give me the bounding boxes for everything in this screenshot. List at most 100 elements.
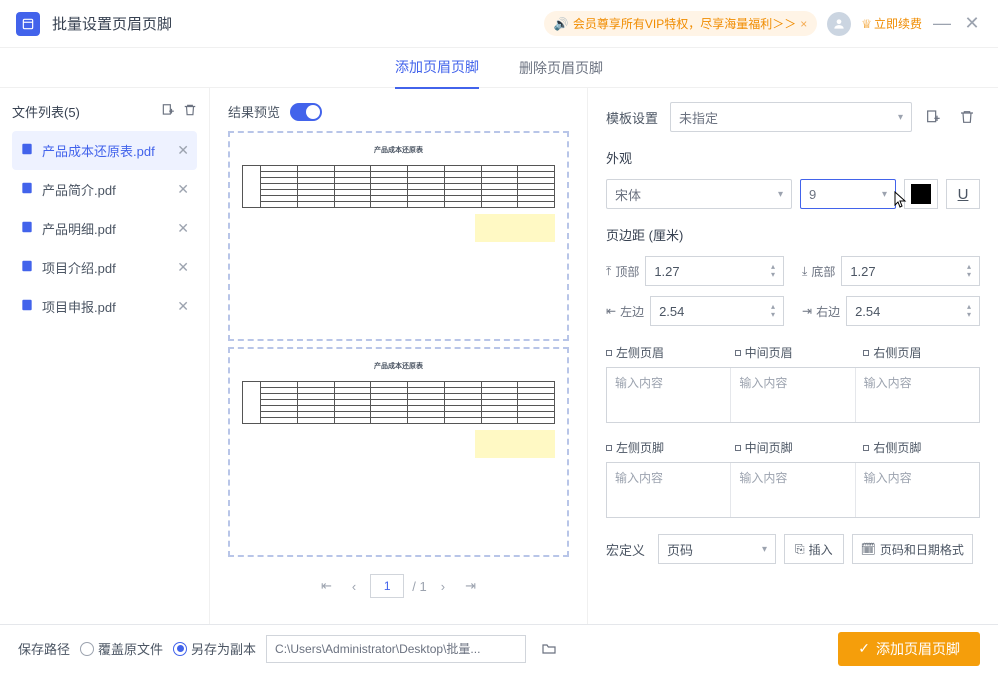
close-button[interactable]: ✕ [962, 13, 982, 34]
file-icon [20, 142, 34, 159]
path-input[interactable]: C:\Users\Administrator\Desktop\批量... [266, 635, 526, 663]
footer-center-label: 中间页脚 [735, 439, 852, 456]
margin-right-input[interactable]: 2.54▴▾ [846, 296, 980, 326]
file-name: 产品成本还原表.pdf [42, 141, 169, 160]
window-title: 批量设置页眉页脚 [52, 13, 172, 34]
template-label: 模板设置 [606, 108, 662, 127]
header-right-input[interactable]: 输入内容 [856, 368, 979, 422]
page-total: / 1 [412, 579, 426, 594]
chevron-down-icon: ▾ [882, 189, 887, 200]
footer-center-input[interactable]: 输入内容 [731, 463, 855, 517]
footer-right-label: 右侧页脚 [863, 439, 980, 456]
renew-button[interactable]: ♕立即续费 [861, 15, 922, 32]
arrow-right-icon: ⇥ [802, 304, 812, 318]
footer-right-input[interactable]: 输入内容 [856, 463, 979, 517]
add-file-icon[interactable] [161, 103, 175, 120]
vip-banner[interactable]: 🔊 会员尊享所有VIP特权，尽享海量福利＞＞ × [544, 11, 817, 36]
browse-folder-icon[interactable] [536, 636, 562, 662]
footer-left-input[interactable]: 输入内容 [607, 463, 731, 517]
header-center-input[interactable]: 输入内容 [731, 368, 855, 422]
overwrite-radio[interactable]: 覆盖原文件 [80, 639, 163, 658]
file-item[interactable]: 产品简介.pdf ✕ [12, 170, 197, 209]
delete-icon[interactable] [183, 103, 197, 120]
speaker-icon: 🔊 [554, 17, 569, 31]
add-header-footer-button[interactable]: ✓添加页眉页脚 [838, 632, 980, 666]
file-item[interactable]: 项目介绍.pdf ✕ [12, 248, 197, 287]
file-name: 项目申报.pdf [42, 297, 169, 316]
file-name: 项目介绍.pdf [42, 258, 169, 277]
file-item[interactable]: 项目申报.pdf ✕ [12, 287, 197, 326]
arrow-left-icon: ⇤ [606, 304, 616, 318]
color-picker[interactable] [904, 179, 938, 209]
header-left-input[interactable]: 输入内容 [607, 368, 731, 422]
margin-bottom-label: ⤓底部 [802, 263, 835, 280]
margin-label: 页边距 (厘米) [606, 225, 980, 244]
chevron-down-icon: ▾ [778, 189, 783, 200]
preview-page: 产品成本还原表 [228, 131, 569, 341]
page-input[interactable] [370, 574, 404, 598]
preview-title: 结果预览 [228, 102, 280, 121]
header-center-label: 中间页眉 [735, 344, 852, 361]
margin-bottom-input[interactable]: 1.27▴▾ [841, 256, 980, 286]
last-page-button[interactable]: ⇥ [459, 576, 482, 596]
remove-file-icon[interactable]: ✕ [177, 298, 189, 315]
file-sidebar: 文件列表(5) 产品成本还原表.pdf✕产品简介.pdf✕产品明细.pdf✕项目… [0, 88, 210, 624]
date-format-button[interactable]: 🗓页码和日期格式 [852, 534, 973, 564]
font-select[interactable]: 宋体▾ [606, 179, 792, 209]
preview-toggle[interactable] [290, 103, 322, 121]
preview-panel: 结果预览 产品成本还原表 产品成本还原表 ⇤ ‹ / 1 › ⇥ [210, 88, 588, 624]
file-icon [20, 181, 34, 198]
check-icon: ✓ [858, 640, 870, 657]
template-select[interactable]: 未指定▾ [670, 102, 912, 132]
next-page-button[interactable]: › [435, 577, 451, 596]
delete-template-icon[interactable] [954, 104, 980, 130]
file-name: 产品明细.pdf [42, 219, 169, 238]
avatar[interactable] [827, 12, 851, 36]
arrow-bottom-icon: ⤓ [802, 264, 807, 279]
remove-file-icon[interactable]: ✕ [177, 220, 189, 237]
preview-page: 产品成本还原表 [228, 347, 569, 557]
prev-page-button[interactable]: ‹ [346, 577, 362, 596]
bottom-bar: 保存路径 覆盖原文件 另存为副本 C:\Users\Administrator\… [0, 624, 998, 672]
pager: ⇤ ‹ / 1 › ⇥ [228, 562, 569, 610]
file-icon [20, 298, 34, 315]
macro-select[interactable]: 页码▾ [658, 534, 776, 564]
margin-left-input[interactable]: 2.54▴▾ [650, 296, 784, 326]
app-icon [16, 12, 40, 36]
settings-panel: 模板设置 未指定▾ 外观 宋体▾ 9▾ U 页边距 (厘米) ⤒顶部 1.27▴▾… [588, 88, 998, 624]
macro-label: 宏定义 [606, 540, 650, 559]
saveas-radio[interactable]: 另存为副本 [173, 639, 256, 658]
file-icon [20, 220, 34, 237]
chevron-down-icon: ▾ [898, 112, 903, 123]
file-list-title: 文件列表(5) [12, 102, 80, 121]
margin-left-label: ⇤左边 [606, 303, 644, 320]
file-item[interactable]: 产品明细.pdf ✕ [12, 209, 197, 248]
close-icon[interactable]: × [800, 17, 807, 31]
remove-file-icon[interactable]: ✕ [177, 181, 189, 198]
save-template-icon[interactable] [920, 104, 946, 130]
tabs: 添加页眉页脚 删除页眉页脚 [0, 48, 998, 88]
file-item[interactable]: 产品成本还原表.pdf ✕ [12, 131, 197, 170]
arrow-top-icon: ⤒ [606, 264, 611, 279]
appearance-label: 外观 [606, 148, 980, 167]
tab-remove-header-footer[interactable]: 删除页眉页脚 [519, 48, 603, 88]
file-name: 产品简介.pdf [42, 180, 169, 199]
titlebar: 批量设置页眉页脚 🔊 会员尊享所有VIP特权，尽享海量福利＞＞ × ♕立即续费 … [0, 0, 998, 48]
first-page-button[interactable]: ⇤ [315, 576, 338, 596]
margin-top-label: ⤒顶部 [606, 263, 639, 280]
remove-file-icon[interactable]: ✕ [177, 142, 189, 159]
calendar-icon: 🗓 [861, 542, 876, 556]
header-right-label: 右侧页眉 [863, 344, 980, 361]
remove-file-icon[interactable]: ✕ [177, 259, 189, 276]
margin-top-input[interactable]: 1.27▴▾ [645, 256, 784, 286]
chevron-down-icon: ▾ [762, 544, 767, 555]
save-path-label: 保存路径 [18, 639, 70, 658]
insert-icon: ⎘ [795, 542, 805, 557]
header-left-label: 左侧页眉 [606, 344, 723, 361]
tab-add-header-footer[interactable]: 添加页眉页脚 [395, 47, 479, 89]
insert-button[interactable]: ⎘插入 [784, 534, 844, 564]
font-size-select[interactable]: 9▾ [800, 179, 896, 209]
minimize-button[interactable]: — [932, 13, 952, 34]
crown-icon: ♕ [861, 17, 872, 31]
underline-button[interactable]: U [946, 179, 980, 209]
